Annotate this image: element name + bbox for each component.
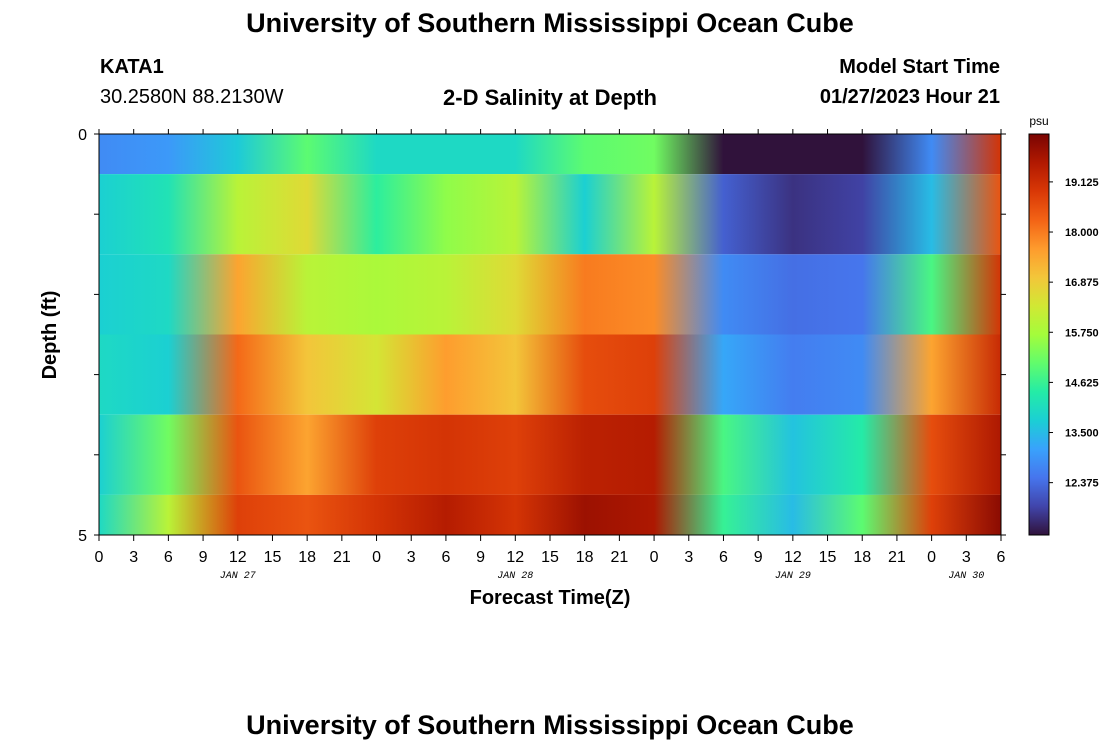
x-date-label: JAN 29 xyxy=(775,571,811,582)
x-date-label: JAN 28 xyxy=(497,571,533,582)
colorbar-tick-label: 19.125 xyxy=(1065,177,1099,189)
colorbar-tick-label: 15.750 xyxy=(1065,327,1099,339)
y-tick-label: 0 xyxy=(78,127,87,144)
x-tick-label: 12 xyxy=(784,549,802,566)
x-axis-label: Forecast Time(Z) xyxy=(470,587,631,609)
x-tick-label: 0 xyxy=(95,549,104,566)
heatmap-depth-row xyxy=(99,174,1001,255)
colorbar-tick-label: 12.375 xyxy=(1065,478,1099,490)
heatmap-depth-row xyxy=(99,254,1001,335)
page-title-repeat: University of Southern Mississippi Ocean… xyxy=(246,710,854,740)
x-tick-label: 6 xyxy=(164,549,173,566)
chart-subtitle: 2-D Salinity at Depth xyxy=(443,85,657,110)
x-tick-label: 9 xyxy=(199,549,208,566)
x-tick-label: 15 xyxy=(819,549,837,566)
heatmap-depth-row xyxy=(99,334,1001,415)
colorbar-tick-label: 13.500 xyxy=(1065,428,1099,440)
x-date-label: JAN 30 xyxy=(948,571,984,582)
colorbar-unit: psu xyxy=(1029,114,1048,128)
x-tick-label: 18 xyxy=(576,549,594,566)
page-title: University of Southern Mississippi Ocean… xyxy=(246,8,854,38)
x-tick-label: 12 xyxy=(229,549,247,566)
heatmap-depth-row xyxy=(99,494,1001,535)
x-tick-label: 6 xyxy=(997,549,1006,566)
x-tick-label: 15 xyxy=(264,549,282,566)
model-start-label: Model Start Time xyxy=(839,56,1000,78)
colorbar-tick-label: 18.000 xyxy=(1065,227,1099,239)
x-tick-label: 3 xyxy=(962,549,971,566)
x-tick-label: 15 xyxy=(541,549,559,566)
station-id: KATA1 xyxy=(100,56,164,78)
x-tick-label: 21 xyxy=(888,549,906,566)
y-tick-label: 5 xyxy=(78,528,87,545)
model-start-value: 01/27/2023 Hour 21 xyxy=(819,86,1000,108)
x-tick-label: 18 xyxy=(298,549,316,566)
x-tick-label: 3 xyxy=(684,549,693,566)
colorbar-tick-label: 16.875 xyxy=(1065,277,1099,289)
x-tick-label: 6 xyxy=(719,549,728,566)
x-tick-label: 21 xyxy=(333,549,351,566)
x-tick-label: 9 xyxy=(754,549,763,566)
colorbar xyxy=(1028,133,1050,536)
x-tick-label: 3 xyxy=(129,549,138,566)
y-axis-label: Depth (ft) xyxy=(39,291,61,380)
colorbar-tick-label: 14.625 xyxy=(1065,377,1099,389)
x-tick-label: 9 xyxy=(476,549,485,566)
heatmap-depth-row xyxy=(99,414,1001,495)
x-tick-label: 0 xyxy=(927,549,936,566)
x-tick-label: 21 xyxy=(610,549,628,566)
x-tick-label: 0 xyxy=(650,549,659,566)
heatmap-depth-row xyxy=(99,134,1001,175)
x-date-label: JAN 27 xyxy=(220,571,256,582)
x-tick-label: 0 xyxy=(372,549,381,566)
station-coordinates: 30.2580N 88.2130W xyxy=(100,86,284,108)
x-tick-label: 18 xyxy=(853,549,871,566)
x-tick-label: 12 xyxy=(506,549,524,566)
x-tick-label: 6 xyxy=(441,549,450,566)
x-tick-label: 3 xyxy=(407,549,416,566)
